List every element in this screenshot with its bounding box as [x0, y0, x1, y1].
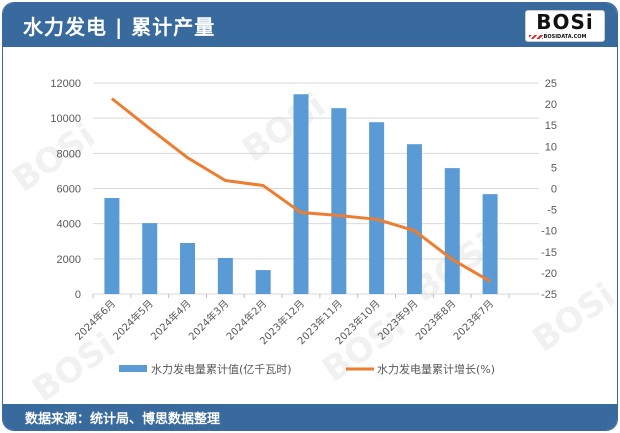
right-axis-tick: 10: [545, 141, 557, 153]
legend-bar-label: 水力发电量累计值(亿千瓦时): [151, 362, 292, 376]
left-axis-tick: 8000: [57, 148, 81, 160]
data-source: 数据来源：统计局、博思数据整理: [25, 412, 221, 427]
left-axis-tick: 12000: [50, 78, 81, 90]
left-axis-tick: 0: [75, 289, 81, 301]
bar: [180, 243, 196, 294]
right-axis-tick: 25: [545, 78, 557, 90]
bar: [293, 94, 309, 295]
left-axis-tick: 6000: [57, 184, 81, 196]
watermark: BOSi: [5, 115, 102, 200]
logo-stripe-icon: [529, 35, 543, 39]
right-axis-tick: -15: [541, 247, 557, 259]
right-axis-tick: 15: [545, 120, 557, 132]
bar: [444, 168, 460, 294]
right-axis-tick: -20: [541, 268, 557, 280]
legend-line-label: 水力发电量累计增长(%): [377, 362, 495, 376]
bar: [104, 197, 120, 294]
logo-text: BOSi: [536, 10, 594, 34]
bar: [217, 257, 233, 294]
left-axis-tick: 4000: [57, 219, 81, 231]
left-axis-tick: 2000: [57, 254, 81, 266]
logo-subtext: BOSIDATA.COM: [543, 34, 587, 40]
legend-bar-swatch: [119, 365, 147, 372]
bar: [255, 270, 271, 294]
right-axis-tick: 5: [551, 162, 557, 174]
growth-line: [110, 97, 491, 283]
bosi-logo: BOSi BOSIDATA.COM: [525, 10, 605, 42]
bar: [482, 194, 498, 294]
bar: [331, 108, 347, 294]
right-axis-tick: 20: [545, 99, 557, 111]
footer-bar: 数据来源：统计局、博思数据整理: [3, 404, 617, 430]
left-axis-tick: 10000: [50, 113, 81, 125]
bar: [369, 122, 385, 294]
right-axis-tick: -10: [541, 226, 557, 238]
watermark: BOSi: [25, 325, 122, 403]
header-bar: 水力发电 | 累计产量 BOSi BOSIDATA.COM: [3, 3, 617, 47]
bar: [406, 144, 422, 294]
right-axis-tick: 0: [551, 184, 557, 196]
x-axis-label: 2023年7月: [450, 297, 496, 343]
watermark: BOSi: [235, 85, 332, 170]
page-title: 水力发电 | 累计产量: [23, 15, 216, 39]
right-axis-tick: -25: [541, 289, 557, 301]
right-axis-tick: -5: [547, 205, 557, 217]
combo-chart: BOSiBOSiBOSiBOSiBOSiBOSi0200040006000800…: [5, 78, 618, 403]
bar: [142, 223, 158, 294]
watermark: BOSi: [525, 275, 618, 360]
